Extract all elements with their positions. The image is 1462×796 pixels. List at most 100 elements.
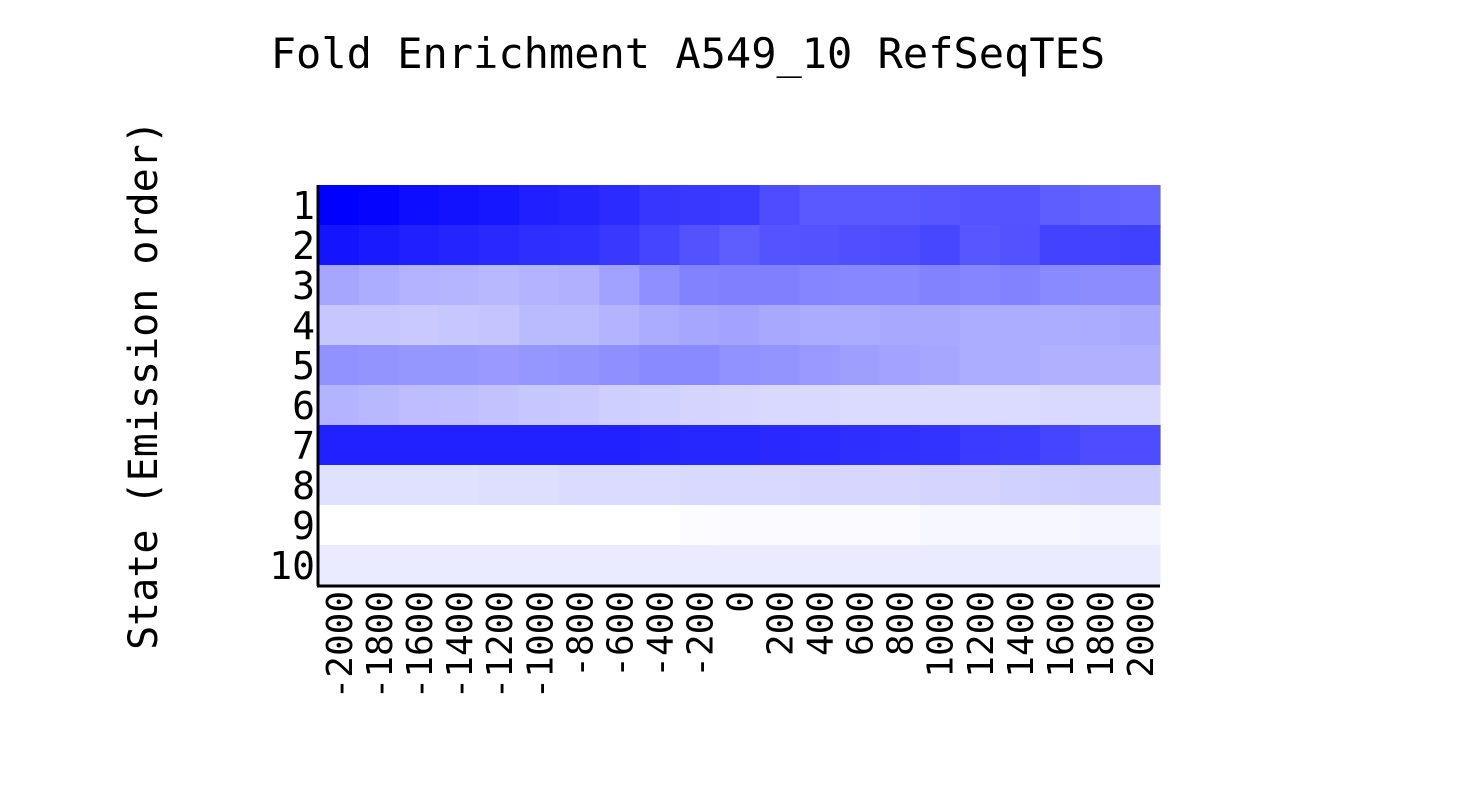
- heatmap-cell: [759, 185, 801, 226]
- heatmap-cell: [319, 465, 360, 506]
- heatmap-cell: [319, 345, 360, 386]
- heatmap-cell: [759, 465, 801, 506]
- heatmap-cell: [1119, 345, 1161, 386]
- heatmap-cell: [719, 465, 761, 506]
- heatmap-cell: [1079, 545, 1121, 586]
- heatmap-cell: [1039, 345, 1081, 386]
- heatmap-cell: [519, 265, 560, 306]
- heatmap-cell: [879, 505, 921, 546]
- heatmap-cell: [479, 345, 520, 386]
- heatmap-cell: [599, 185, 640, 226]
- heatmap-cell: [1039, 385, 1081, 426]
- heatmap-cell: [879, 265, 921, 306]
- heatmap-cell: [919, 505, 961, 546]
- heatmap-cell: [359, 385, 400, 426]
- x-tick-label: 600: [841, 591, 882, 656]
- heatmap-cell: [799, 385, 841, 426]
- heatmap-cell: [679, 305, 721, 346]
- heatmap-cell: [399, 545, 440, 586]
- y-tick-label: 10: [269, 544, 315, 588]
- heatmap-cell: [679, 545, 721, 586]
- y-tick-label: 8: [292, 464, 315, 508]
- heatmap-cell: [1039, 465, 1081, 506]
- heatmap-cell: [639, 545, 681, 586]
- heatmap-cell: [679, 505, 721, 546]
- x-tick-label: 1200: [961, 591, 1002, 678]
- heatmap-cell: [319, 385, 360, 426]
- heatmap-cell: [1039, 545, 1081, 586]
- heatmap-cell: [359, 305, 400, 346]
- heatmap-cell: [959, 465, 1001, 506]
- heatmap-cell: [839, 465, 881, 506]
- x-tick-label: -1600: [400, 591, 441, 699]
- heatmap-cell: [439, 425, 480, 466]
- heatmap-cell: [719, 265, 761, 306]
- heatmap-cell: [559, 385, 600, 426]
- x-tick-label: 0: [721, 591, 762, 613]
- heatmap-cell: [439, 305, 480, 346]
- heatmap-cell: [559, 225, 600, 266]
- heatmap-cell: [359, 425, 400, 466]
- heatmap-cell: [1079, 305, 1121, 346]
- heatmap-cell: [359, 265, 400, 306]
- heatmap-cell: [999, 185, 1041, 226]
- heatmap-cell: [679, 465, 721, 506]
- heatmap-cell: [479, 425, 520, 466]
- x-tick-label: -1200: [480, 591, 521, 699]
- heatmap-cell: [439, 385, 480, 426]
- heatmap-cell: [1119, 305, 1161, 346]
- heatmap-cell: [559, 305, 600, 346]
- heatmap-cell: [1079, 465, 1121, 506]
- heatmap-cell: [879, 305, 921, 346]
- heatmap-cell: [1039, 425, 1081, 466]
- x-tick-label: 800: [881, 591, 922, 656]
- heatmap-cell: [799, 265, 841, 306]
- heatmap-cell: [519, 465, 560, 506]
- x-tick-label: -600: [600, 591, 641, 678]
- heatmap-cell: [759, 265, 801, 306]
- heatmap-cell: [639, 345, 681, 386]
- heatmap-cell: [759, 225, 801, 266]
- heatmap-cell: [479, 265, 520, 306]
- heatmap-cell: [599, 425, 640, 466]
- x-tick-label: -1800: [360, 591, 401, 699]
- y-tick-label: 4: [292, 304, 315, 348]
- heatmap-cell: [1039, 265, 1081, 306]
- y-tick-label: 6: [292, 384, 315, 428]
- heatmap-cell: [1079, 345, 1121, 386]
- x-tick-label: -2000: [320, 591, 361, 699]
- heatmap-cell: [599, 265, 640, 306]
- heatmap-cell: [839, 265, 881, 306]
- heatmap-cell: [359, 345, 400, 386]
- heatmap-cell: [759, 345, 801, 386]
- heatmap-cell: [359, 505, 400, 546]
- heatmap-cell: [319, 265, 360, 306]
- heatmap-cell: [399, 305, 440, 346]
- heatmap-cell: [719, 345, 761, 386]
- heatmap-cell: [839, 425, 881, 466]
- heatmap-cell: [559, 265, 600, 306]
- heatmap-cell: [879, 385, 921, 426]
- heatmap-cell: [439, 545, 480, 586]
- heatmap-cell: [519, 425, 560, 466]
- heatmap-cell: [999, 505, 1041, 546]
- heatmap-cell: [959, 265, 1001, 306]
- heatmap-cell: [1119, 505, 1161, 546]
- heatmap-cell: [919, 385, 961, 426]
- heatmap-cell: [719, 185, 761, 226]
- heatmap-cell: [959, 305, 1001, 346]
- heatmap-cell: [879, 185, 921, 226]
- heatmap-cell: [719, 385, 761, 426]
- heatmap-cell: [559, 345, 600, 386]
- heatmap-cell: [399, 185, 440, 226]
- heatmap-cell: [879, 425, 921, 466]
- heatmap-cell: [1079, 185, 1121, 226]
- heatmap-cell: [919, 225, 961, 266]
- heatmap-cell: [1039, 225, 1081, 266]
- heatmap-cell: [719, 225, 761, 266]
- heatmap-cell: [639, 225, 681, 266]
- heatmap-cell: [879, 225, 921, 266]
- heatmap-cell: [359, 545, 400, 586]
- heatmap-cell: [919, 545, 961, 586]
